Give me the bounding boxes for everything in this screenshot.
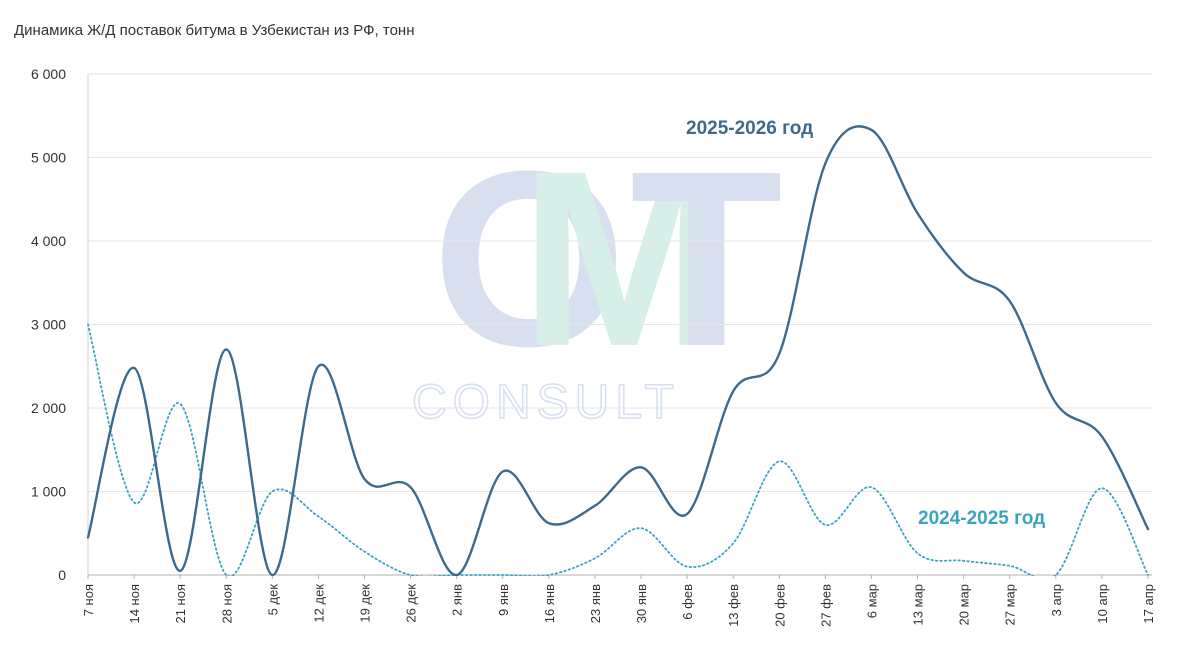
x-tick-label: 14 ноя	[127, 584, 142, 624]
x-tick-label: 21 ноя	[173, 584, 188, 624]
watermark-consult-text: CONSULT	[412, 376, 680, 429]
y-tick-label: 1 000	[31, 484, 66, 500]
x-tick-label: 23 янв	[588, 584, 603, 623]
x-tick-label: 6 фев	[680, 584, 695, 620]
watermark-letter-m: M	[520, 119, 728, 398]
x-tick-label: 26 дек	[404, 584, 419, 623]
x-tick-label: 9 янв	[496, 584, 511, 616]
x-tick-label: 5 дек	[265, 584, 280, 616]
x-tick-label: 16 янв	[542, 584, 557, 623]
x-tick-label: 19 дек	[358, 584, 373, 623]
omt-consult-watermark: O CONSULT MT	[411, 119, 783, 430]
x-tick-label: 30 янв	[634, 584, 649, 623]
x-tick-label: 20 фев	[772, 584, 787, 627]
y-tick-label: 4 000	[31, 233, 66, 249]
x-tick-label: 13 мар	[911, 584, 926, 625]
y-tick-label: 3 000	[31, 317, 66, 333]
x-axis: 7 ноя 14 ноя 21 ноя 28 ноя 5 дек 12 дек 19 дек…	[81, 575, 1156, 627]
y-tick-label: 0	[58, 567, 66, 583]
x-tick-label: 17 апр	[1141, 584, 1156, 624]
y-tick-label: 5 000	[31, 150, 66, 166]
x-tick-label: 12 дек	[311, 584, 326, 623]
x-tick-label: 13 фев	[726, 584, 741, 627]
x-tick-label: 10 апр	[1095, 584, 1110, 624]
x-tick-label: 20 мар	[957, 584, 972, 625]
watermark-letter-t: T	[630, 119, 783, 398]
x-tick-label: 27 мар	[1003, 584, 1018, 625]
x-tick-label: 28 ноя	[219, 584, 234, 624]
series-labels: 2025-2026 год 2024-2025 год	[686, 118, 1045, 529]
chart-title: Динамика Ж/Д поставок битума в Узбекиста…	[14, 22, 415, 39]
x-tick-label: 2 янв	[450, 584, 465, 616]
y-axis: 0 1 000 2 000 3 000 4 000 5 000 6 000	[31, 66, 1152, 583]
x-tick-label: 27 фев	[818, 584, 833, 627]
series-lines	[86, 125, 1150, 576]
watermark-letter-o: O	[432, 119, 626, 398]
series-line-2024-2025	[87, 323, 1149, 576]
x-tick-label: 6 мар	[864, 584, 879, 618]
y-tick-label: 2 000	[31, 400, 66, 416]
series-line-2025-2026	[86, 125, 1150, 576]
series-label-2024-2025: 2024-2025 год	[918, 508, 1045, 529]
x-tick-label: 7 ноя	[81, 584, 96, 616]
gridlines	[88, 73, 1152, 492]
series-label-2025-2026: 2025-2026 год	[686, 118, 813, 139]
x-tick-label: 3 апр	[1049, 584, 1064, 616]
y-tick-label: 6 000	[31, 66, 66, 82]
